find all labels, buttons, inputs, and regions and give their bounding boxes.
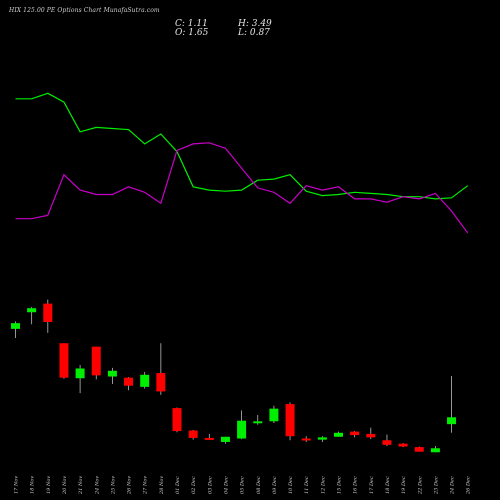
candle-body bbox=[11, 323, 20, 329]
x-axis: 17 Nov 18 Nov 19 Nov 20 Nov 21 Nov 24 Nov 25 N… bbox=[14, 476, 472, 495]
x-tick-label: 20 Nov bbox=[62, 476, 68, 495]
candle-body bbox=[269, 408, 279, 422]
candle bbox=[75, 365, 85, 394]
x-tick-label: 18 Nov bbox=[30, 476, 36, 494]
candle bbox=[59, 343, 69, 379]
candle-body bbox=[124, 377, 134, 386]
candle bbox=[350, 431, 360, 438]
candle-body bbox=[430, 448, 440, 453]
candle-body bbox=[75, 368, 85, 379]
candle bbox=[204, 433, 214, 440]
x-tick-label: 04 Dec bbox=[223, 476, 229, 494]
close-value: C: 1.11 bbox=[175, 19, 208, 29]
x-tick-label: 16 Dec bbox=[353, 476, 359, 494]
candle bbox=[430, 445, 440, 453]
x-tick-label: 21 Nov bbox=[78, 476, 84, 495]
overlay-line-1 bbox=[15, 92, 469, 200]
x-tick-label: 10 Dec bbox=[288, 476, 294, 494]
low-value: L: 0.87 bbox=[238, 28, 270, 38]
candle bbox=[398, 443, 408, 448]
candle-body bbox=[140, 374, 150, 387]
candle bbox=[156, 343, 166, 395]
candle bbox=[317, 436, 327, 442]
candle bbox=[11, 321, 20, 339]
candle-body bbox=[382, 440, 392, 445]
candle bbox=[237, 410, 247, 440]
x-tick-label: 01 Dec bbox=[175, 476, 181, 494]
candle bbox=[188, 429, 198, 440]
candle-body bbox=[350, 431, 360, 436]
candle bbox=[414, 446, 424, 452]
candle bbox=[382, 434, 392, 446]
candle bbox=[285, 402, 295, 441]
candle-body bbox=[59, 343, 69, 378]
high-value: H: 3.49 bbox=[238, 19, 272, 29]
candle bbox=[107, 367, 117, 384]
x-tick-label: 22 Dec bbox=[417, 476, 423, 495]
candle-body bbox=[334, 432, 343, 437]
x-tick-label: 05 Dec bbox=[240, 476, 246, 494]
candle-body bbox=[27, 308, 37, 313]
candle-body bbox=[172, 408, 182, 432]
candle bbox=[140, 371, 150, 389]
candle bbox=[301, 436, 311, 442]
chart-title: HIX 125.00 PE Options Chart MunafaSutra.… bbox=[9, 7, 160, 14]
candle-body bbox=[107, 370, 117, 377]
x-tick-label: 15 Dec bbox=[337, 476, 343, 494]
candle bbox=[43, 299, 53, 333]
open-value: O: 1.65 bbox=[175, 28, 209, 38]
x-tick-label: 09 Dec bbox=[272, 476, 278, 494]
candle-body bbox=[253, 421, 263, 424]
candle-body bbox=[398, 443, 408, 447]
candle-body bbox=[204, 437, 214, 440]
candles bbox=[11, 299, 457, 453]
candle-body bbox=[366, 433, 376, 438]
candle-body bbox=[220, 436, 230, 442]
candle-body bbox=[91, 346, 101, 376]
x-tick-label: 12 Dec bbox=[320, 476, 326, 494]
x-tick-label: 24 Dec bbox=[450, 476, 456, 495]
x-tick-label: 17 Dec bbox=[369, 476, 375, 494]
candle bbox=[253, 414, 263, 425]
candle-body bbox=[43, 303, 53, 322]
candle bbox=[91, 346, 101, 380]
x-tick-label: 24 Nov bbox=[94, 476, 100, 495]
candle-body bbox=[156, 373, 166, 392]
candle-body bbox=[188, 430, 198, 438]
x-tick-label: 11 Dec bbox=[304, 476, 310, 494]
candle-body bbox=[414, 447, 424, 452]
x-tick-label: 18 Dec bbox=[385, 476, 391, 494]
candle-body bbox=[237, 420, 247, 439]
x-tick-label: 27 Nov bbox=[143, 476, 149, 495]
candle-body bbox=[301, 438, 311, 441]
candle bbox=[27, 307, 37, 325]
x-tick-label: 28 Nov bbox=[159, 476, 165, 495]
x-tick-label: 03 Dec bbox=[207, 476, 213, 494]
candle-body bbox=[317, 437, 327, 440]
candle bbox=[124, 377, 134, 391]
x-tick-label: 17 Nov bbox=[14, 476, 20, 494]
x-tick-label: 26 Nov bbox=[127, 476, 133, 495]
candle-body bbox=[285, 404, 295, 437]
x-tick-label: 19 Dec bbox=[401, 476, 407, 494]
candle bbox=[447, 375, 457, 433]
candle bbox=[366, 427, 376, 440]
overlay-line-2 bbox=[15, 142, 469, 234]
overlay-lines bbox=[15, 92, 469, 234]
candle-body bbox=[447, 417, 457, 425]
candle bbox=[334, 431, 343, 437]
x-tick-label: 26 Dec bbox=[466, 476, 472, 495]
x-tick-label: 02 Dec bbox=[191, 476, 197, 494]
candle bbox=[172, 407, 182, 433]
x-tick-label: 19 Nov bbox=[46, 476, 52, 494]
candle bbox=[220, 436, 230, 444]
x-tick-label: 08 Dec bbox=[256, 476, 262, 494]
candle bbox=[269, 405, 279, 424]
x-tick-label: 23 Dec bbox=[433, 476, 439, 495]
x-tick-label: 25 Nov bbox=[110, 476, 116, 495]
